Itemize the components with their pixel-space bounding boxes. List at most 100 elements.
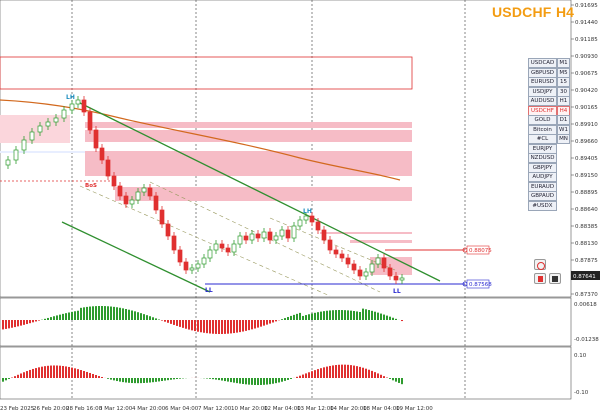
histogram-bar: [83, 370, 85, 378]
candle-body: [261, 231, 267, 239]
timeframe-button-30[interactable]: 30: [557, 86, 570, 97]
timeframe-button-h4[interactable]: H4: [557, 105, 570, 116]
histogram-bar: [125, 308, 127, 320]
marker-lh-1: LH: [66, 94, 75, 101]
histogram-bar: [299, 312, 301, 320]
histogram-bar: [272, 378, 274, 384]
histogram-bar: [20, 373, 22, 378]
histogram-bar: [110, 378, 112, 380]
save-button[interactable]: [549, 273, 561, 284]
price-tick-label: 0.89660: [575, 139, 598, 145]
histogram-bar: [221, 320, 223, 334]
delete-button[interactable]: [534, 273, 546, 284]
histogram-bar: [35, 368, 37, 378]
histogram-bar: [377, 312, 379, 320]
histogram-bar: [260, 320, 262, 327]
histogram-bar: [14, 376, 16, 378]
candle-body: [291, 225, 297, 239]
histogram-bar: [107, 378, 109, 379]
timeframe-button-15[interactable]: 15: [557, 77, 570, 87]
histogram-bar: [398, 378, 400, 383]
candle-body: [231, 243, 237, 253]
timeframe-button-m5[interactable]: M5: [557, 67, 570, 78]
lower-price-tag-box: [466, 279, 490, 289]
candle-body: [29, 131, 35, 141]
candle-body: [117, 185, 123, 197]
candle-body: [5, 159, 11, 166]
symbol-button-eurjpy[interactable]: EURJPY: [528, 143, 557, 154]
symbol-button-gbpusd[interactable]: GBPUSD: [528, 67, 557, 78]
histogram-bar: [329, 310, 331, 320]
symbol-button-usdjpy[interactable]: USDJPY: [528, 86, 557, 97]
histogram-bar: [380, 313, 382, 320]
timeframe-button-w1[interactable]: W1: [557, 124, 570, 135]
price-tick-label: 0.88640: [575, 207, 598, 213]
histogram-bar: [44, 366, 46, 378]
candle-body: [147, 187, 153, 197]
histogram-bar: [167, 378, 169, 381]
histogram-bar: [371, 310, 373, 320]
timeframe-button-h1[interactable]: H1: [557, 96, 570, 106]
histogram-bar: [194, 320, 196, 332]
timeframe-button-d1[interactable]: D1: [557, 115, 570, 125]
candle-body: [297, 219, 303, 227]
timeframe-button-m1[interactable]: M1: [557, 58, 570, 68]
histogram-bar: [281, 319, 283, 320]
price-tick-label: 0.91440: [575, 20, 598, 26]
histogram-bar: [323, 367, 325, 378]
candle-body: [183, 261, 189, 271]
histogram-bar: [344, 364, 346, 378]
symbol-button-audusd[interactable]: AUDUSD: [528, 96, 557, 106]
histogram-bar: [266, 320, 268, 325]
histogram-bar: [230, 320, 232, 334]
candle-body: [99, 147, 105, 161]
histogram-bar: [92, 373, 94, 378]
symbol-button-audjpy[interactable]: AUDJPY: [528, 172, 557, 182]
timeframe-button-mn[interactable]: MN: [557, 134, 570, 144]
time-tick-label: 12 Mar 04:00: [264, 406, 301, 412]
candle-body: [111, 175, 117, 187]
histogram-bar: [26, 371, 28, 378]
symbol-button-euraud[interactable]: EURAUD: [528, 181, 557, 192]
histogram-bar: [335, 365, 337, 378]
histogram-bar: [155, 318, 157, 320]
histogram-bar: [92, 306, 94, 320]
price-tick-label: 0.90165: [575, 105, 598, 111]
histogram-bar: [392, 317, 394, 320]
histogram-bar: [140, 378, 142, 384]
symbol-button-gbpjpy[interactable]: GBPJPY: [528, 162, 557, 173]
histogram-bar: [227, 378, 229, 382]
histogram-bar: [173, 378, 175, 380]
symbol-button-gbpaud[interactable]: GBPAUD: [528, 191, 557, 201]
candle-body: [309, 215, 315, 223]
candle-body: [177, 249, 183, 263]
histogram-bar: [161, 320, 163, 321]
record-button[interactable]: [534, 259, 546, 270]
symbol-button-eurusd[interactable]: EURUSD: [528, 77, 557, 87]
symbol-button-usdcad[interactable]: USDCAD: [528, 58, 557, 68]
histogram-bar: [11, 320, 13, 328]
histogram-bar: [137, 378, 139, 384]
symbol-button-gold[interactable]: GOLD: [528, 115, 557, 125]
histogram-bar: [296, 313, 298, 320]
symbol-button-bitcoin[interactable]: Bitcoin: [528, 124, 557, 135]
candle-body: [393, 275, 399, 281]
histogram-bar: [248, 320, 250, 331]
histogram-bar: [23, 320, 25, 325]
histogram-bar: [86, 306, 88, 320]
price-tick-label: 0.88130: [575, 241, 598, 247]
marker-lh-2: LH: [303, 208, 312, 215]
time-tick-label: 3 Mar 12:00: [99, 406, 133, 412]
histogram-bar: [131, 378, 133, 384]
histogram-bar: [26, 320, 28, 325]
symbol-button-usdchf[interactable]: USDCHF: [528, 105, 557, 116]
symbol-button-usdx[interactable]: #USDX: [528, 200, 557, 211]
histogram-bar: [359, 311, 361, 320]
histogram-bar: [74, 368, 76, 378]
candle-body: [87, 111, 93, 131]
current-price-label: 0.87641: [573, 274, 596, 280]
symbol-button-nzdusd[interactable]: NZDUSD: [528, 153, 557, 163]
histogram-bar: [80, 307, 82, 320]
symbol-button-cl[interactable]: #CL: [528, 134, 557, 144]
